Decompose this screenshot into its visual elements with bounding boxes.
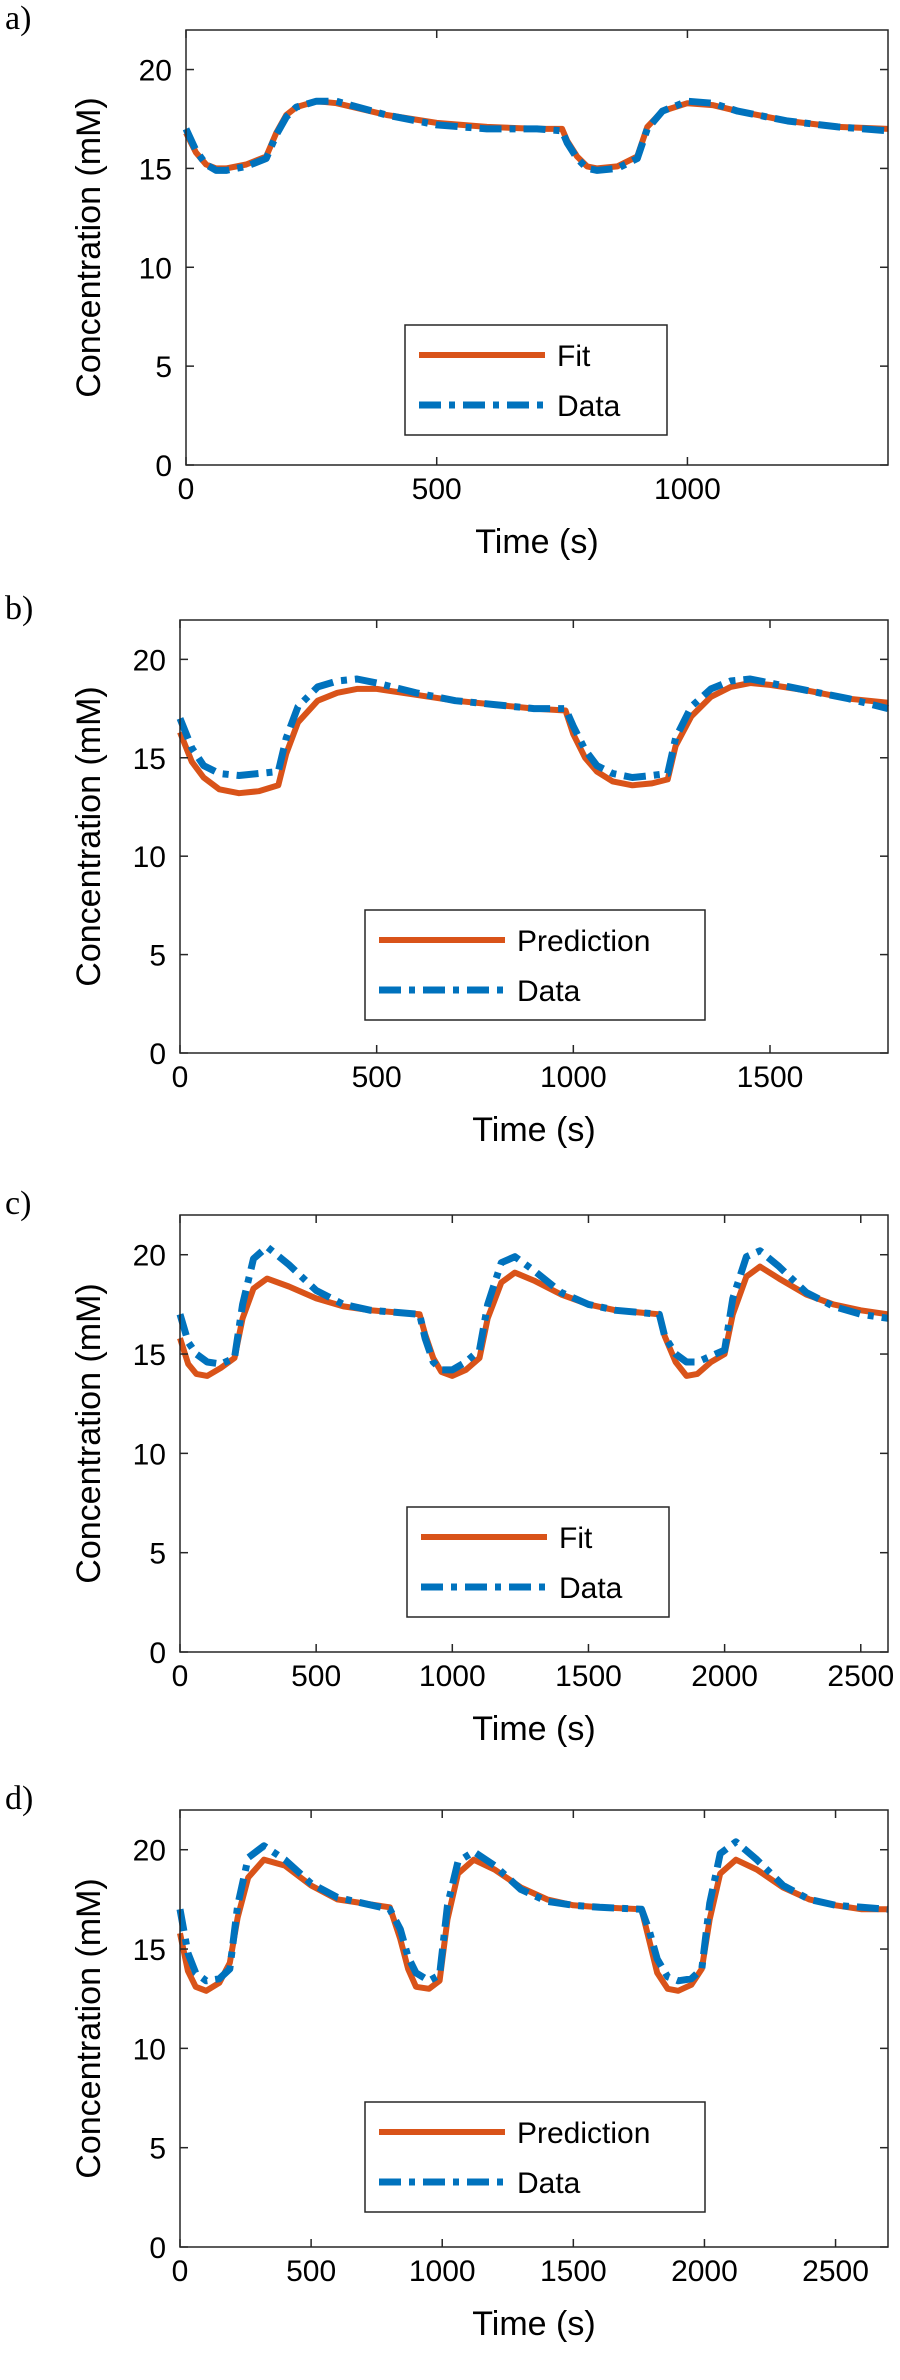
y-tick-label: 5 xyxy=(149,1538,166,1571)
chart-b: 0 500 1000 1500 0 5 10 15 20 Time (s) Concentratio… xyxy=(70,619,889,1149)
y-tick-label: 0 xyxy=(149,2232,166,2265)
chart-panel-c: c) 0 500 1000 1500 2000 2500 0 5 10 15 20 Time (s) C… xyxy=(0,1185,900,1780)
y-tick-label: 20 xyxy=(139,55,172,88)
legend-box xyxy=(364,2101,706,2213)
plot-series-group xyxy=(176,1838,889,1994)
legend: Prediction Data xyxy=(364,909,706,1021)
y-tick-label: 10 xyxy=(133,1438,166,1471)
x-tick-label: 1000 xyxy=(654,473,721,506)
y-tick-label: 15 xyxy=(133,743,166,776)
y-tick-label: 0 xyxy=(149,1038,166,1071)
legend-label: Prediction xyxy=(517,925,650,958)
fit-line xyxy=(177,1856,888,1994)
y-tick-label: 10 xyxy=(133,841,166,874)
axes-box xyxy=(179,1214,889,1653)
panel-label: d) xyxy=(5,1780,34,1817)
plot-series-group xyxy=(176,675,889,797)
y-tick-label: 5 xyxy=(155,351,172,384)
data-line xyxy=(176,1243,889,1374)
chart-a: 0 500 1000 0 5 10 15 20 Time (s) Concentration (m… xyxy=(70,29,889,561)
x-tick-label: 500 xyxy=(412,473,462,506)
x-tick-label: 2000 xyxy=(691,1660,758,1693)
legend: Fit Data xyxy=(404,324,668,436)
axes-box xyxy=(179,619,889,1054)
chart-c: 0 500 1000 1500 2000 2500 0 5 10 15 20 Time (s) Conc… xyxy=(70,1214,894,1748)
chart-panel-a: a) 0 500 1000 0 5 10 15 20 Time (s) Concentration… xyxy=(0,0,900,590)
x-tick-label: 2000 xyxy=(671,2255,738,2288)
data-line xyxy=(182,97,889,174)
x-tick-label: 1500 xyxy=(737,1061,804,1094)
y-tick-label: 5 xyxy=(149,2133,166,2166)
y-tick-label: 15 xyxy=(139,153,172,186)
fit-line xyxy=(177,1263,889,1379)
x-axis-label: Time (s) xyxy=(475,523,598,561)
chart-panel-b: b) 0 500 1000 1500 0 5 10 15 20 Time (s) Concentra… xyxy=(0,590,900,1185)
legend-box xyxy=(364,909,706,1021)
legend: Fit Data xyxy=(406,1506,670,1618)
chart-panel-d: d) 0 500 1000 1500 2000 2500 0 5 10 15 20 Time (s) C… xyxy=(0,1780,900,2375)
legend-label: Data xyxy=(517,975,581,1008)
plot-series-group xyxy=(176,1243,889,1379)
x-tick-label: 0 xyxy=(172,1061,189,1094)
legend-label: Data xyxy=(557,390,621,423)
legend-label: Data xyxy=(559,1572,623,1605)
panel-label: b) xyxy=(5,590,34,627)
legend-label: Fit xyxy=(557,340,591,373)
axes-box xyxy=(179,1809,889,2248)
y-axis-label: Concentration (mM) xyxy=(70,686,108,986)
y-tick-label: 0 xyxy=(155,450,172,483)
legend-box xyxy=(404,324,668,436)
legend: Prediction Data xyxy=(364,2101,706,2213)
x-tick-label: 0 xyxy=(172,2255,189,2288)
axes-box xyxy=(185,29,889,466)
y-tick-label: 15 xyxy=(133,1934,166,1967)
x-tick-label: 2500 xyxy=(802,2255,869,2288)
x-tick-label: 1500 xyxy=(555,1660,622,1693)
y-tick-label: 15 xyxy=(133,1339,166,1372)
y-axis-label: Concentration (mM) xyxy=(70,97,108,397)
y-tick-label: 5 xyxy=(149,940,166,973)
y-tick-label: 20 xyxy=(133,644,166,677)
y-tick-label: 10 xyxy=(133,2033,166,2066)
x-axis-label: Time (s) xyxy=(472,1710,595,1748)
panel-label: a) xyxy=(5,0,32,37)
plot-series-group xyxy=(182,97,889,174)
y-tick-label: 0 xyxy=(149,1637,166,1670)
x-tick-label: 0 xyxy=(172,1660,189,1693)
x-axis-label: Time (s) xyxy=(472,2305,595,2343)
x-tick-label: 1000 xyxy=(540,1061,607,1094)
y-tick-label: 10 xyxy=(139,252,172,285)
legend-label: Fit xyxy=(559,1522,593,1555)
x-tick-label: 1500 xyxy=(540,2255,607,2288)
x-tick-label: 1000 xyxy=(419,1660,486,1693)
legend-box xyxy=(406,1506,670,1618)
x-tick-label: 1000 xyxy=(409,2255,476,2288)
data-line xyxy=(176,675,889,781)
y-tick-label: 20 xyxy=(133,1240,166,1273)
x-tick-label: 2500 xyxy=(827,1660,894,1693)
y-axis-label: Concentration (mM) xyxy=(70,1878,108,2178)
x-tick-label: 500 xyxy=(286,2255,336,2288)
legend-label: Data xyxy=(517,2167,581,2200)
chart-d: 0 500 1000 1500 2000 2500 0 5 10 15 20 Time (s) Conc… xyxy=(70,1809,889,2343)
y-axis-label: Concentration (mM) xyxy=(70,1283,108,1583)
data-line xyxy=(176,1838,889,1985)
legend-label: Prediction xyxy=(517,2117,650,2150)
y-tick-label: 20 xyxy=(133,1835,166,1868)
x-tick-label: 500 xyxy=(352,1061,402,1094)
panel-label: c) xyxy=(5,1185,32,1222)
x-axis-label: Time (s) xyxy=(472,1111,595,1149)
x-tick-label: 0 xyxy=(178,473,195,506)
fit-line xyxy=(183,98,889,172)
x-tick-label: 500 xyxy=(291,1660,341,1693)
